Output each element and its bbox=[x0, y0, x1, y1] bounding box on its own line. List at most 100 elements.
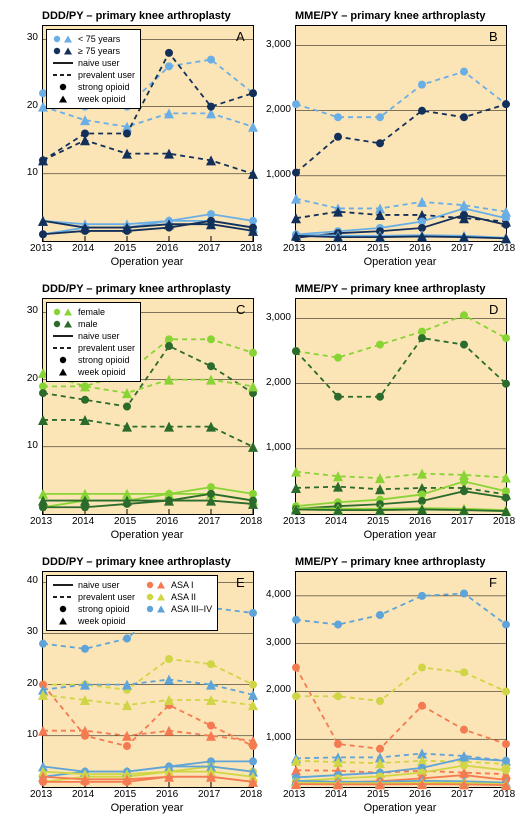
panel-title-C: DDD/PY – primary knee arthroplasty bbox=[42, 283, 231, 295]
chart-svg-F bbox=[296, 572, 506, 787]
xtick: 2016 bbox=[156, 243, 178, 254]
xtick: 2016 bbox=[409, 789, 431, 800]
xtick: 2015 bbox=[114, 789, 136, 800]
xtick: 2015 bbox=[114, 243, 136, 254]
xtick: 2014 bbox=[325, 789, 347, 800]
legend-A: < 75 years≥ 75 yearsnaive userprevalent … bbox=[46, 29, 141, 109]
xtick: 2014 bbox=[72, 789, 94, 800]
panel-F bbox=[295, 571, 507, 788]
legend-item: naive user bbox=[52, 57, 135, 69]
legend-item: prevalent user bbox=[52, 591, 135, 603]
ytick: 1,000 bbox=[266, 169, 291, 180]
legend-item: strong opioid bbox=[52, 354, 135, 366]
xtick: 2016 bbox=[156, 516, 178, 527]
legend-item: female bbox=[52, 306, 135, 318]
xlabel: Operation year bbox=[295, 256, 505, 268]
panel-title-D: MME/PY – primary knee arthroplasty bbox=[295, 283, 486, 295]
xtick: 2018 bbox=[493, 789, 515, 800]
xtick: 2013 bbox=[30, 789, 52, 800]
legend-item: prevalent user bbox=[52, 69, 135, 81]
legend-item: ASA II bbox=[145, 591, 212, 603]
ytick: 2,000 bbox=[266, 104, 291, 115]
ytick: 10 bbox=[27, 729, 38, 740]
legend-item: prevalent user bbox=[52, 342, 135, 354]
panel-title-A: DDD/PY – primary knee arthroplasty bbox=[42, 10, 231, 22]
legend-C: femalemalenaive userprevalent userstrong… bbox=[46, 302, 141, 382]
ytick: 4,000 bbox=[266, 589, 291, 600]
ytick: 1,000 bbox=[266, 732, 291, 743]
ytick: 20 bbox=[27, 678, 38, 689]
xtick: 2013 bbox=[283, 516, 305, 527]
ytick: 2,000 bbox=[266, 377, 291, 388]
panel-letter-C: C bbox=[236, 302, 245, 317]
ytick: 3,000 bbox=[266, 312, 291, 323]
panel-title-F: MME/PY – primary knee arthroplasty bbox=[295, 556, 486, 568]
panel-D bbox=[295, 298, 507, 515]
xlabel: Operation year bbox=[42, 256, 252, 268]
legend-item: ASA III–IV bbox=[145, 603, 212, 615]
ytick: 20 bbox=[27, 100, 38, 111]
xtick: 2017 bbox=[451, 243, 473, 254]
xtick: 2013 bbox=[30, 243, 52, 254]
ytick: 2,000 bbox=[266, 684, 291, 695]
ytick: 10 bbox=[27, 440, 38, 451]
ytick: 10 bbox=[27, 167, 38, 178]
panel-letter-B: B bbox=[489, 29, 498, 44]
xtick: 2017 bbox=[451, 789, 473, 800]
xtick: 2014 bbox=[72, 516, 94, 527]
legend-item: strong opioid bbox=[52, 81, 135, 93]
xtick: 2013 bbox=[30, 516, 52, 527]
panel-title-E: DDD/PY – primary knee arthroplasty bbox=[42, 556, 231, 568]
panel-letter-D: D bbox=[489, 302, 498, 317]
ytick: 30 bbox=[27, 626, 38, 637]
xtick: 2018 bbox=[240, 516, 262, 527]
xtick: 2014 bbox=[325, 516, 347, 527]
xtick: 2013 bbox=[283, 789, 305, 800]
xtick: 2015 bbox=[367, 243, 389, 254]
xtick: 2014 bbox=[325, 243, 347, 254]
xtick: 2013 bbox=[283, 243, 305, 254]
ytick: 3,000 bbox=[266, 637, 291, 648]
xtick: 2017 bbox=[198, 243, 220, 254]
figure-container: DDD/PY – primary knee arthroplasty 10 20 30… bbox=[0, 0, 517, 818]
panel-letter-A: A bbox=[236, 29, 245, 44]
xlabel: Operation year bbox=[295, 802, 505, 814]
xtick: 2016 bbox=[409, 516, 431, 527]
panel-title-B: MME/PY – primary knee arthroplasty bbox=[295, 10, 486, 22]
ytick: 3,000 bbox=[266, 39, 291, 50]
ytick: 30 bbox=[27, 32, 38, 43]
legend-item: week opioid bbox=[52, 615, 135, 627]
xtick: 2018 bbox=[493, 243, 515, 254]
legend-item: week opioid bbox=[52, 366, 135, 378]
ytick: 30 bbox=[27, 305, 38, 316]
xlabel: Operation year bbox=[42, 802, 252, 814]
xtick: 2016 bbox=[409, 243, 431, 254]
legend-item: naive user bbox=[52, 579, 135, 591]
chart-svg-B bbox=[296, 26, 506, 241]
ytick: 1,000 bbox=[266, 442, 291, 453]
ytick: 40 bbox=[27, 575, 38, 586]
xtick: 2018 bbox=[240, 243, 262, 254]
legend-item: < 75 years bbox=[52, 33, 135, 45]
xtick: 2015 bbox=[114, 516, 136, 527]
xtick: 2016 bbox=[156, 789, 178, 800]
chart-svg-D bbox=[296, 299, 506, 514]
panel-letter-E: E bbox=[236, 575, 245, 590]
legend-item: ASA I bbox=[145, 579, 212, 591]
xtick: 2017 bbox=[198, 789, 220, 800]
legend-item: naive user bbox=[52, 330, 135, 342]
xtick: 2015 bbox=[367, 516, 389, 527]
panel-letter-F: F bbox=[489, 575, 497, 590]
xtick: 2017 bbox=[451, 516, 473, 527]
xtick: 2018 bbox=[240, 789, 262, 800]
panel-B bbox=[295, 25, 507, 242]
legend-item: male bbox=[52, 318, 135, 330]
legend-item: week opioid bbox=[52, 93, 135, 105]
xlabel: Operation year bbox=[42, 529, 252, 541]
xtick: 2018 bbox=[493, 516, 515, 527]
xlabel: Operation year bbox=[295, 529, 505, 541]
legend-item: strong opioid bbox=[52, 603, 135, 615]
xtick: 2017 bbox=[198, 516, 220, 527]
legend-item: ≥ 75 years bbox=[52, 45, 135, 57]
legend-E: naive userprevalent userstrong opioidwee… bbox=[46, 575, 218, 631]
